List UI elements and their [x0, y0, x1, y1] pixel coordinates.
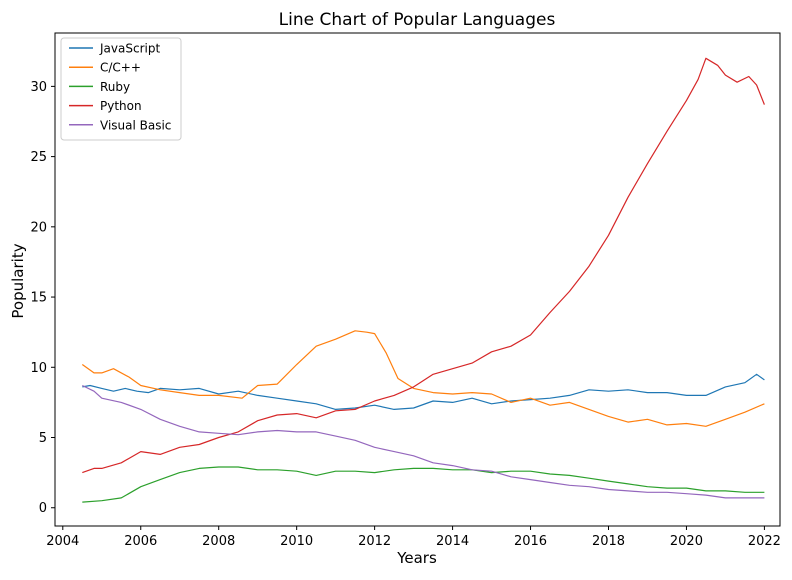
legend-label: Visual Basic — [100, 118, 171, 132]
x-axis-label: Years — [396, 549, 437, 567]
legend-label: Python — [100, 99, 142, 113]
x-tick-label: 2010 — [280, 534, 313, 549]
y-tick-label: 5 — [39, 431, 47, 446]
series-line-c-c — [81, 330, 765, 427]
y-tick-label: 0 — [39, 501, 47, 516]
x-tick-label: 2006 — [124, 534, 157, 549]
x-tick-label: 2020 — [670, 534, 703, 549]
x-tick-label: 2022 — [748, 534, 781, 549]
chart-title: Line Chart of Popular Languages — [279, 10, 556, 30]
y-tick-label: 15 — [30, 291, 47, 306]
legend-label: JavaScript — [99, 42, 160, 56]
x-tick-label: 2004 — [46, 534, 79, 549]
x-tick-label: 2012 — [358, 534, 391, 549]
series-line-python — [82, 57, 765, 474]
y-tick-label: 10 — [30, 361, 47, 376]
x-tick-label: 2014 — [436, 534, 469, 549]
plot-area: 2004 2006 2008 2010 2012 2014 2016 2018 2020 2022… — [30, 32, 781, 549]
plot-frame — [54, 32, 781, 527]
x-tick-label: 2018 — [592, 534, 625, 549]
series-line-visual-basic — [82, 384, 765, 499]
series-line-ruby — [82, 466, 765, 503]
legend-label: C/C++ — [100, 61, 141, 75]
series-line-javascript — [82, 373, 765, 410]
y-tick-label: 30 — [30, 80, 47, 95]
legend-label: Ruby — [100, 80, 130, 94]
legend-box — [60, 37, 182, 141]
x-tick-label: 2016 — [514, 534, 547, 549]
y-tick-label: 25 — [30, 150, 47, 165]
y-tick-label: 20 — [30, 220, 47, 235]
x-tick-label: 2008 — [202, 534, 235, 549]
y-axis-label: Popularity — [9, 243, 27, 318]
